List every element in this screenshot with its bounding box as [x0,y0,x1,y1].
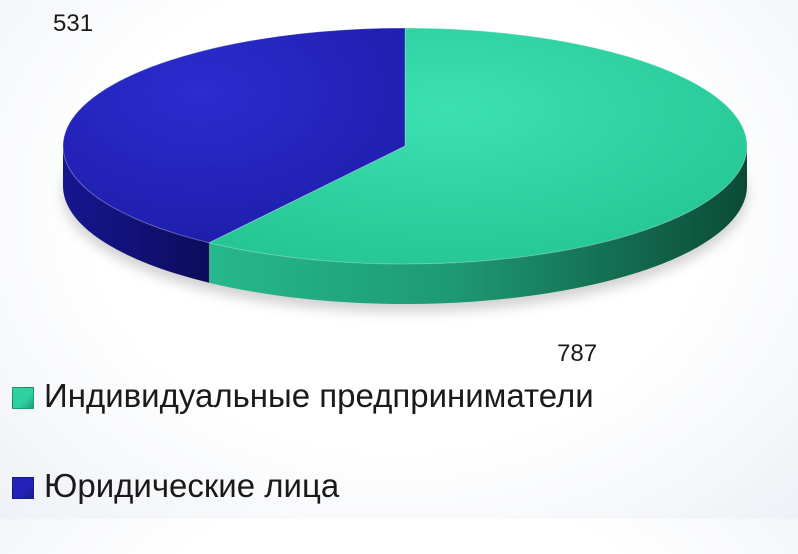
legend-swatch-legal-entities [12,477,34,499]
pie-side-legal-entities [63,146,210,283]
pie-chart: 787 531 Индивидуальные предприниматели Ю… [12,10,748,504]
pie-slice-legal-entities[interactable] [62,27,406,244]
legend-label-legal-entities: Юридические лица [44,467,340,504]
legend-item-individual-entrepreneurs[interactable]: Индивидуальные предприниматели [12,374,792,418]
data-label-legal-entities: 531 [53,10,94,37]
pie-slice-individual-entrepreneurs[interactable] [207,27,748,265]
legend-swatch-individual-entrepreneurs [12,387,34,409]
legend-item-legal-entities[interactable]: Юридические лица [12,464,792,508]
pie-side-individual-entrepreneurs [209,146,747,304]
pie-chart-svg [62,27,748,312]
legend: Индивидуальные предприниматели Юридическ… [12,374,792,554]
data-label-individual-entrepreneurs: 787 [557,340,598,367]
legend-label-individual-entrepreneurs: Индивидуальные предприниматели [44,377,594,414]
